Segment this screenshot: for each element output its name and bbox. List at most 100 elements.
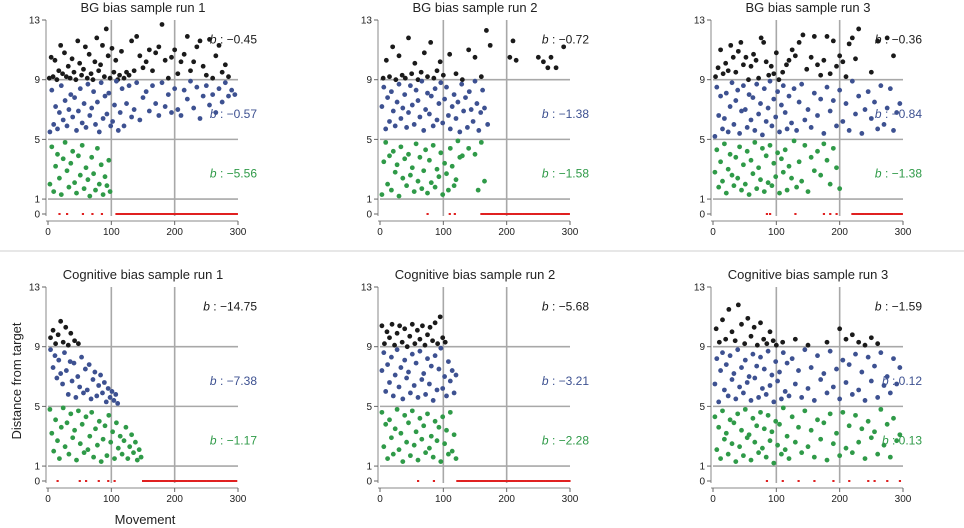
data-point-green	[827, 411, 833, 417]
data-point-blue	[758, 354, 763, 360]
data-point-blue	[210, 92, 216, 98]
data-point-green	[400, 459, 406, 464]
data-point-black	[96, 68, 102, 74]
data-point-black	[856, 26, 862, 32]
data-point-blue	[476, 128, 482, 133]
x-tick-label: 200	[831, 494, 848, 505]
data-point-blue	[438, 345, 444, 351]
slope-prefix: b	[875, 299, 882, 313]
data-point-blue	[101, 380, 107, 385]
y-tick-label: 13	[361, 283, 373, 294]
data-point-green	[55, 438, 60, 444]
data-point-black	[105, 53, 111, 59]
data-point-red	[189, 480, 192, 482]
slope-value: −0.72	[559, 32, 590, 46]
series-black	[48, 318, 81, 348]
data-point-red	[173, 213, 176, 215]
data-point-red	[860, 213, 864, 215]
data-point-red	[566, 480, 569, 482]
data-point-blue	[419, 78, 425, 84]
data-point-blue	[96, 383, 102, 388]
series-green	[379, 138, 487, 199]
data-point-green	[64, 420, 70, 426]
data-point-black	[507, 54, 513, 60]
data-point-black	[735, 302, 741, 308]
data-point-green	[754, 423, 760, 429]
data-point-black	[46, 75, 52, 81]
data-point-black	[194, 44, 200, 50]
data-point-green	[729, 441, 735, 447]
slope-prefix: b	[210, 32, 217, 46]
series-black	[713, 26, 896, 83]
data-point-black	[48, 335, 53, 341]
data-point-blue	[62, 350, 67, 356]
data-point-black	[197, 38, 203, 44]
data-point-red	[558, 480, 562, 482]
x-tick-label: 300	[895, 227, 912, 238]
data-point-black	[768, 63, 774, 69]
data-point-black	[764, 341, 770, 347]
data-point-red	[223, 480, 226, 482]
data-point-red	[187, 213, 190, 215]
data-point-black	[846, 41, 852, 47]
data-point-red	[552, 213, 555, 215]
data-point-red	[867, 480, 870, 482]
data-point-blue	[102, 93, 108, 99]
data-point-green	[85, 177, 91, 183]
data-point-blue	[398, 365, 404, 370]
data-point-red	[895, 213, 898, 215]
data-point-blue	[875, 395, 881, 400]
data-point-black	[843, 336, 849, 342]
data-point-red	[535, 213, 538, 215]
data-point-green	[447, 409, 453, 415]
data-point-green	[53, 163, 58, 169]
data-point-black	[428, 39, 434, 45]
data-point-green	[782, 447, 788, 453]
data-point-black	[417, 336, 423, 342]
data-point-blue	[722, 116, 727, 121]
data-point-blue	[818, 377, 824, 382]
data-point-blue	[767, 383, 773, 388]
data-point-blue	[226, 93, 231, 99]
data-point-red	[202, 213, 205, 215]
data-point-blue	[430, 398, 436, 403]
data-point-red	[85, 480, 88, 482]
data-point-green	[824, 157, 830, 163]
data-point-blue	[453, 116, 459, 121]
data-point-green	[396, 193, 402, 199]
data-point-red	[206, 480, 209, 482]
data-point-green	[411, 442, 417, 448]
data-point-red	[234, 213, 237, 215]
data-point-red	[551, 480, 554, 482]
data-point-red	[172, 213, 175, 215]
data-point-blue	[754, 363, 760, 369]
data-point-red	[528, 480, 531, 482]
data-point-blue	[737, 131, 742, 136]
data-point-green	[138, 454, 144, 460]
data-point-blue	[447, 126, 453, 132]
data-point-blue	[459, 81, 465, 87]
data-point-blue	[64, 123, 70, 129]
data-point-blue	[733, 98, 739, 103]
slope-value: −0.45	[227, 32, 258, 46]
data-point-green	[77, 172, 83, 178]
data-point-green	[446, 187, 451, 193]
data-point-red	[493, 213, 496, 215]
data-point-green	[385, 456, 390, 462]
x-tick-label: 100	[103, 494, 120, 505]
data-point-red	[181, 480, 185, 482]
data-point-black	[513, 57, 519, 63]
data-point-red	[221, 480, 224, 482]
data-point-black	[50, 327, 56, 333]
data-point-black	[129, 38, 135, 44]
data-point-red	[124, 213, 127, 215]
series-green	[712, 138, 843, 198]
data-point-green	[742, 181, 748, 187]
data-point-green	[381, 444, 387, 450]
data-point-black	[56, 68, 62, 74]
data-point-blue	[175, 107, 181, 112]
data-point-red	[200, 213, 203, 215]
slope-separator: :	[882, 107, 892, 121]
data-point-blue	[714, 84, 720, 90]
data-point-black	[743, 54, 749, 60]
